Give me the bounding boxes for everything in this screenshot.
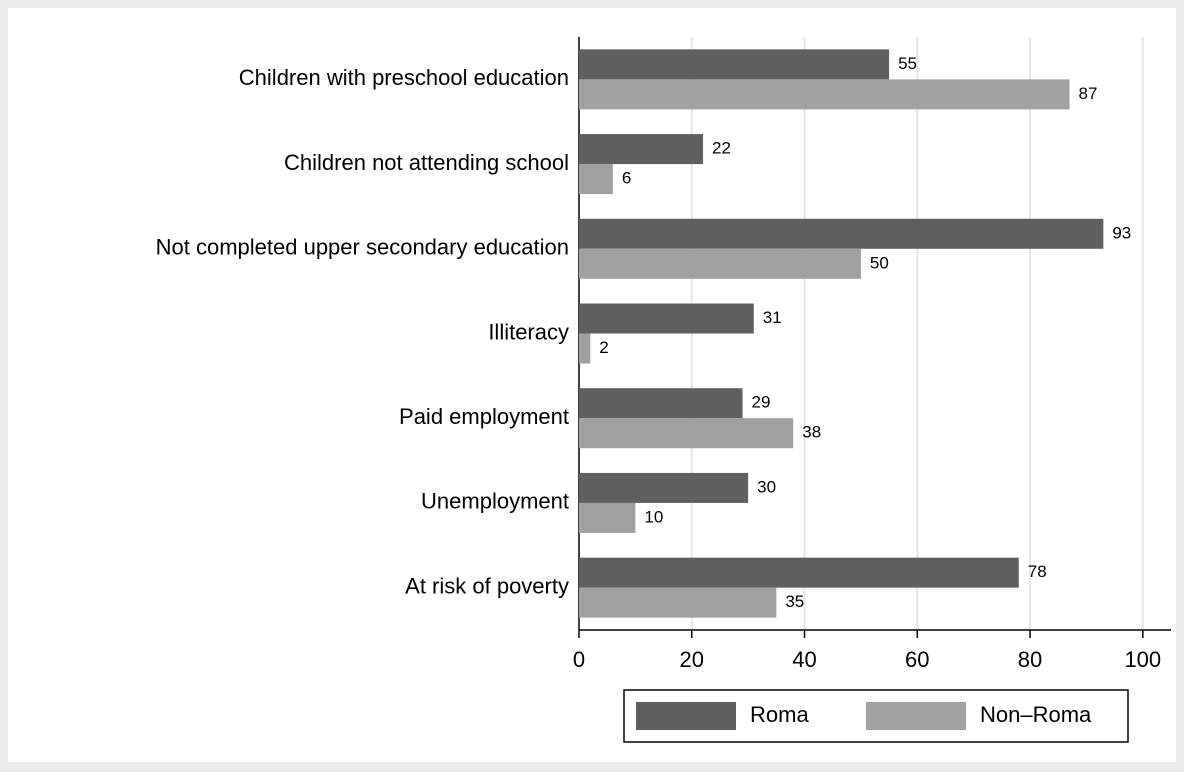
value-label: 31	[763, 308, 782, 327]
x-tick-label: 60	[905, 647, 929, 672]
x-tick-label: 40	[792, 647, 816, 672]
bar	[579, 248, 861, 279]
value-label: 93	[1112, 223, 1131, 242]
x-tick-label: 80	[1018, 647, 1042, 672]
bar	[579, 164, 613, 195]
y-tick-label: Unemployment	[421, 489, 569, 514]
bar	[579, 49, 890, 80]
value-label: 22	[712, 139, 731, 158]
bar	[579, 472, 749, 503]
value-label: 10	[644, 507, 663, 526]
chart-background	[8, 8, 1176, 762]
bar	[579, 502, 636, 533]
value-label: 29	[752, 393, 771, 412]
legend-label: Roma	[750, 702, 809, 727]
y-tick-label: At risk of poverty	[405, 573, 569, 598]
bar	[579, 388, 743, 419]
value-label: 30	[757, 477, 776, 496]
value-label: 87	[1079, 84, 1098, 103]
bar	[579, 557, 1019, 588]
value-label: 35	[785, 592, 804, 611]
bar	[579, 134, 704, 165]
y-tick-label: Paid employment	[399, 404, 569, 429]
value-label: 50	[870, 253, 889, 272]
value-label: 2	[599, 338, 608, 357]
bar	[579, 218, 1104, 249]
value-label: 55	[898, 54, 917, 73]
bar	[579, 303, 754, 334]
value-label: 6	[622, 169, 631, 188]
bar	[579, 418, 794, 449]
value-label: 38	[802, 423, 821, 442]
legend-swatch	[636, 702, 736, 730]
legend-swatch	[866, 702, 966, 730]
bar	[579, 333, 591, 364]
bar	[579, 79, 1070, 110]
x-tick-label: 0	[573, 647, 585, 672]
y-tick-label: Not completed upper secondary education	[156, 235, 569, 260]
legend-label: Non–Roma	[980, 702, 1092, 727]
y-tick-label: Children with preschool education	[239, 65, 569, 90]
x-tick-label: 20	[680, 647, 704, 672]
value-label: 78	[1028, 562, 1047, 581]
x-tick-label: 100	[1124, 647, 1161, 672]
y-tick-label: Illiteracy	[488, 319, 569, 344]
bar	[579, 587, 777, 618]
y-tick-label: Children not attending school	[284, 150, 569, 175]
